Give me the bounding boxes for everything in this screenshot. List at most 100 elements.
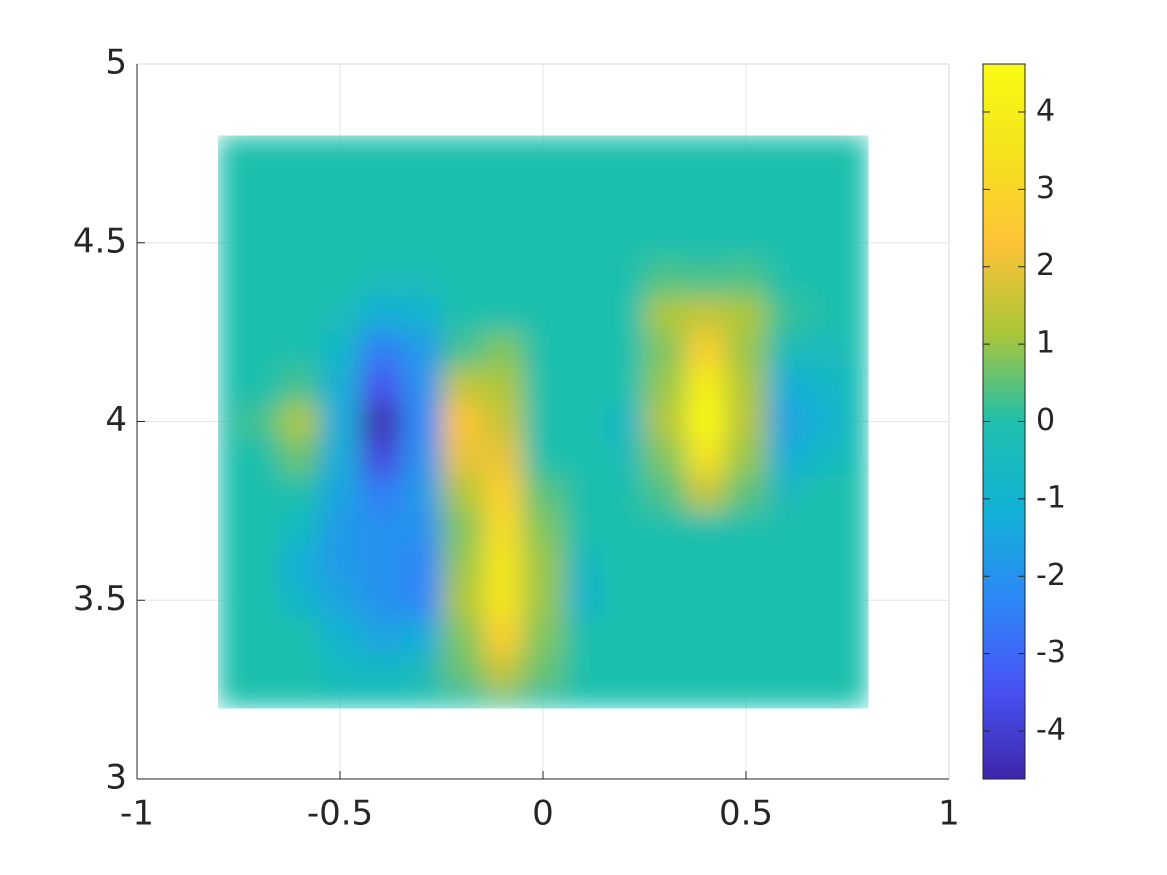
cell [400,582,443,619]
cell [522,403,564,440]
cell [441,153,483,190]
cell [319,153,361,190]
colorbar-tick-label: 1 [1036,326,1055,361]
cell [563,689,605,709]
cell [218,224,240,262]
cell [603,189,646,226]
cell [360,689,402,709]
cell [847,296,869,333]
cell [766,439,808,476]
cell [360,618,402,655]
cell [806,653,849,691]
cell [360,439,402,476]
cell [360,135,402,154]
cell [279,224,321,262]
x-tick-label: 1 [938,794,960,834]
cell [319,618,361,655]
cell [603,135,646,154]
cell [441,689,483,709]
cell [603,653,646,691]
cell [725,296,767,333]
cell [360,653,402,691]
cell [238,618,280,655]
cell [725,439,767,476]
cell [400,189,443,226]
cell [563,510,605,548]
cell [685,367,727,405]
cell [522,153,564,190]
colorbar-tick-label: -1 [1036,480,1066,515]
cell [522,439,564,476]
cell [279,510,321,548]
cell [218,403,240,440]
cell [218,653,240,691]
cell [441,582,483,619]
cell [766,653,808,691]
cell [603,510,646,548]
cell [725,546,767,583]
cell [218,260,240,297]
cell [685,510,727,548]
cell [482,618,524,655]
cell [685,153,727,190]
cell [319,224,361,262]
cell [644,510,686,548]
cell [238,439,280,476]
cell [441,510,483,548]
cell [441,439,483,476]
cell [400,332,443,369]
cell [482,439,524,476]
cell [238,332,280,369]
cell [685,403,727,440]
cell [766,224,808,262]
cell [319,403,361,440]
cell [563,135,605,154]
cell [847,546,869,583]
cell [847,260,869,297]
cell [563,260,605,297]
cell [644,403,686,440]
cell [441,135,483,154]
cell [725,510,767,548]
y-tick-label: 4.5 [73,221,127,261]
cell [279,689,321,709]
cell [522,367,564,405]
cell [522,618,564,655]
cell [400,510,443,548]
cell [279,403,321,440]
cell [563,367,605,405]
cell [441,618,483,655]
cell [441,189,483,226]
cell [806,403,849,440]
cell [400,135,443,154]
cell [238,653,280,691]
cell [563,332,605,369]
cell [218,332,240,369]
cell [725,403,767,440]
cell [218,439,240,476]
cell [319,296,361,333]
cell [279,475,321,512]
colorbar-tick-label: -3 [1036,635,1066,670]
cell [482,135,524,154]
cell [482,582,524,619]
cell [603,296,646,333]
cell [441,260,483,297]
cell [806,332,849,369]
cell [603,332,646,369]
cell [766,546,808,583]
cell [441,296,483,333]
cell [847,689,869,709]
cell [603,475,646,512]
cell [482,224,524,262]
cell [319,546,361,583]
cell [563,582,605,619]
cell [725,618,767,655]
cell [441,653,483,691]
cell [360,260,402,297]
cell [847,367,869,405]
cell [319,135,361,154]
cell [360,582,402,619]
cell [218,618,240,655]
cell [563,475,605,512]
